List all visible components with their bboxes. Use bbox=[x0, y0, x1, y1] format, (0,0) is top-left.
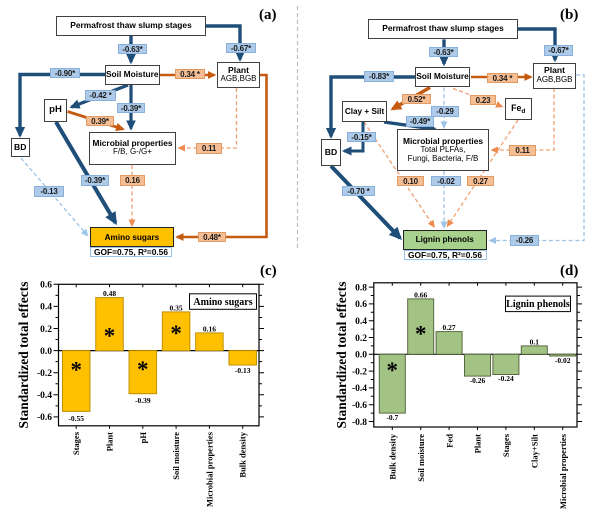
svg-text:Standardized total effects: Standardized total effects bbox=[334, 282, 349, 429]
svg-text:-0.02: -0.02 bbox=[555, 356, 571, 365]
svg-text:0.0: 0.0 bbox=[40, 347, 52, 357]
svg-text:0.8: 0.8 bbox=[355, 283, 367, 293]
svg-text:pH: pH bbox=[138, 432, 148, 444]
svg-text:-0.8: -0.8 bbox=[352, 418, 367, 428]
svg-text:-0.39: -0.39 bbox=[135, 396, 151, 405]
svg-text:Stages: Stages bbox=[71, 431, 81, 455]
svg-text:Microbial properties: Microbial properties bbox=[204, 431, 214, 507]
svg-text:-0.4: -0.4 bbox=[37, 391, 52, 401]
svg-text:Microbial properties: Microbial properties bbox=[558, 433, 568, 509]
svg-text:-0.7: -0.7 bbox=[386, 413, 398, 422]
svg-text:0.27: 0.27 bbox=[443, 323, 456, 332]
svg-text:Fed: Fed bbox=[444, 434, 454, 448]
svg-text:0.0: 0.0 bbox=[355, 351, 367, 361]
svg-text:0.1: 0.1 bbox=[530, 337, 540, 346]
svg-text:0.4: 0.4 bbox=[355, 317, 367, 327]
svg-text:0.66: 0.66 bbox=[414, 290, 427, 299]
svg-text:*: * bbox=[170, 321, 182, 346]
svg-text:0.2: 0.2 bbox=[40, 325, 52, 335]
svg-text:-0.2: -0.2 bbox=[352, 367, 367, 377]
svg-text:0.48: 0.48 bbox=[103, 289, 116, 298]
svg-text:*: * bbox=[104, 323, 116, 348]
svg-text:Lignin phenols: Lignin phenols bbox=[506, 299, 570, 310]
svg-text:0.6: 0.6 bbox=[355, 300, 367, 310]
svg-text:0.2: 0.2 bbox=[355, 334, 367, 344]
svg-text:-0.4: -0.4 bbox=[352, 384, 367, 394]
svg-text:-0.6: -0.6 bbox=[352, 401, 367, 411]
svg-text:-0.13: -0.13 bbox=[235, 366, 251, 375]
svg-text:Soil moisture: Soil moisture bbox=[416, 434, 426, 482]
svg-text:-0.6: -0.6 bbox=[37, 413, 52, 423]
svg-text:Amino sugars: Amino sugars bbox=[193, 297, 252, 308]
svg-text:Soil moisture: Soil moisture bbox=[171, 432, 181, 480]
svg-text:Plant: Plant bbox=[473, 434, 483, 454]
svg-text:-0.2: -0.2 bbox=[37, 369, 52, 379]
svg-text:-0.24: -0.24 bbox=[498, 374, 514, 383]
svg-text:0.16: 0.16 bbox=[203, 325, 216, 334]
svg-text:*: * bbox=[137, 357, 149, 382]
svg-text:-0.55: -0.55 bbox=[68, 414, 84, 423]
svg-text:0.6: 0.6 bbox=[40, 281, 52, 291]
svg-text:*: * bbox=[415, 321, 427, 346]
svg-text:Bulk density: Bulk density bbox=[238, 431, 248, 477]
svg-text:0.4: 0.4 bbox=[40, 303, 52, 313]
svg-text:Clay+Silt: Clay+Silt bbox=[530, 434, 540, 468]
svg-text:Standardized total effects: Standardized total effects bbox=[16, 282, 31, 429]
svg-text:Bulk density: Bulk density bbox=[388, 433, 398, 479]
svg-text:-0.26: -0.26 bbox=[470, 376, 486, 385]
svg-text:0.35: 0.35 bbox=[170, 304, 183, 313]
svg-text:*: * bbox=[387, 358, 399, 383]
svg-text:*: * bbox=[70, 358, 82, 383]
svg-text:Plant: Plant bbox=[105, 432, 115, 452]
svg-text:Stages: Stages bbox=[501, 433, 511, 457]
